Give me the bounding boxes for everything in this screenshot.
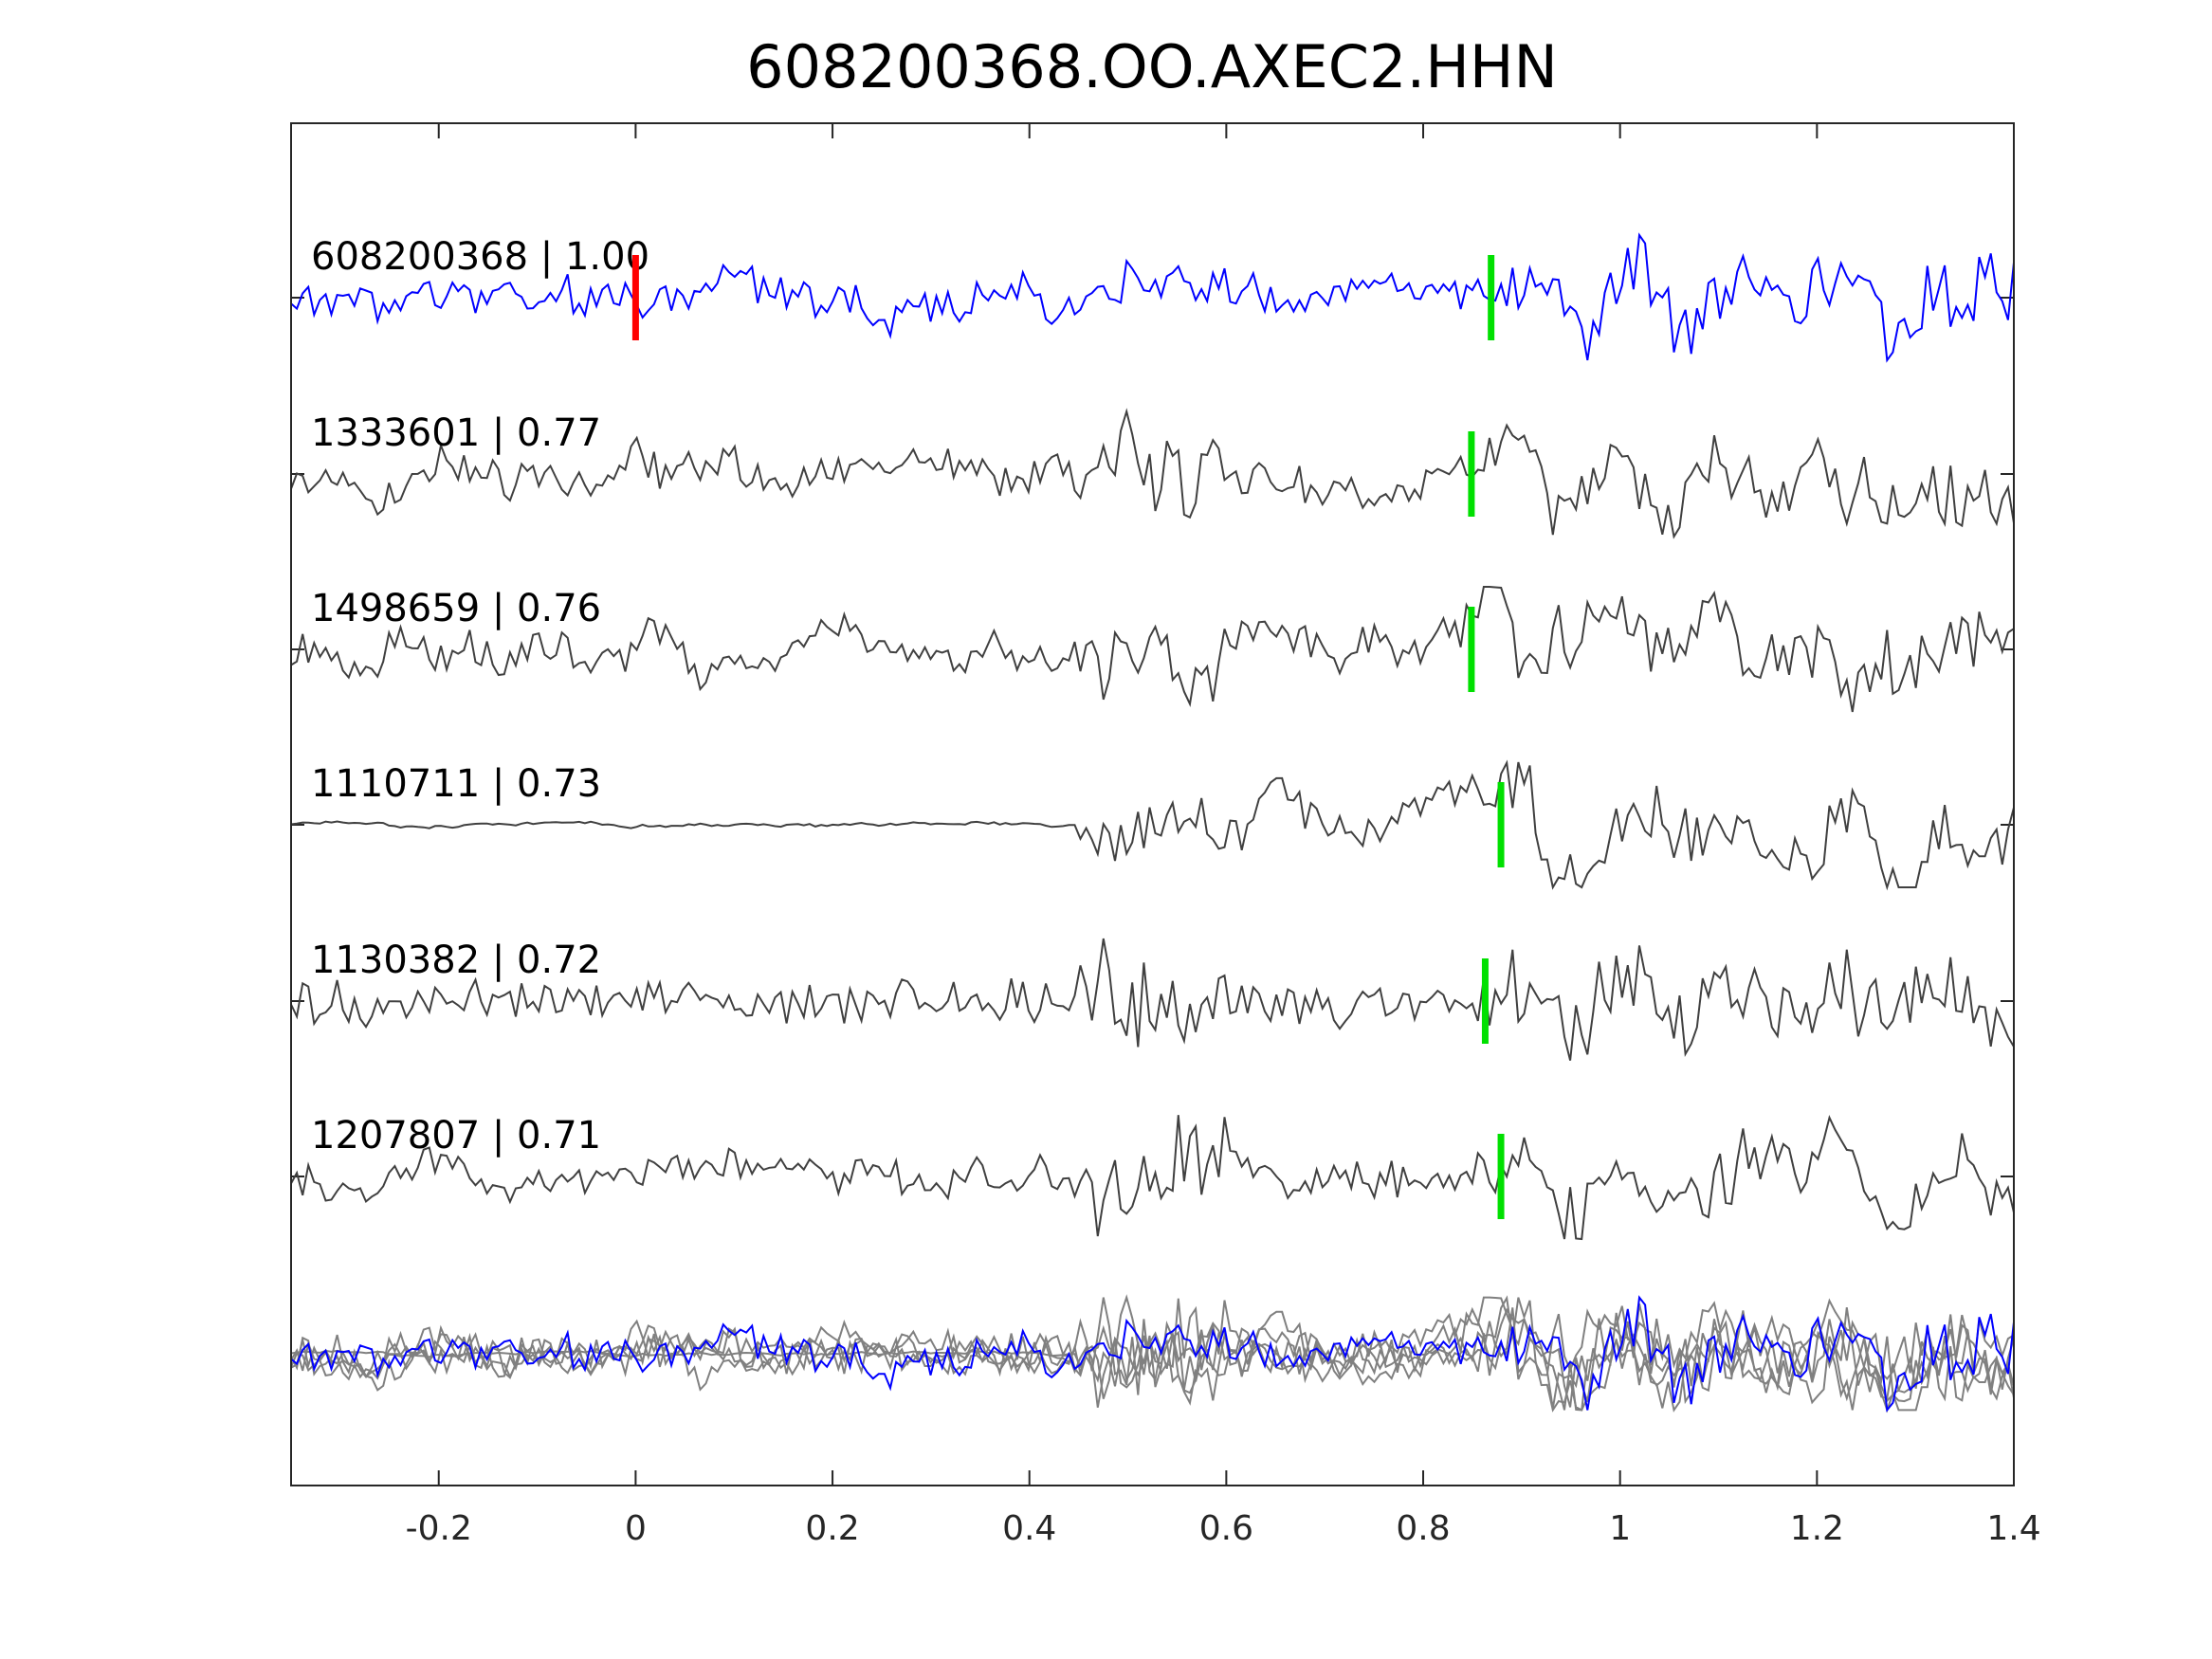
- overlay-stack: [290, 1294, 2015, 1413]
- x-tick-label: 0: [625, 1509, 647, 1548]
- trace-label: 1110711 | 0.73: [311, 762, 601, 806]
- stack-waveform: [290, 1297, 2015, 1408]
- waveform-line: [290, 232, 2015, 363]
- stack-reference-waveform: [290, 1295, 2015, 1413]
- stack-waveform: [290, 1298, 2015, 1412]
- trace-label: 608200368 | 1.00: [311, 235, 649, 279]
- trace-1333601: 1333601 | 0.77: [290, 408, 2015, 539]
- x-tick-label: -0.2: [406, 1509, 472, 1548]
- x-tick-label: 0.8: [1396, 1509, 1450, 1548]
- x-tick-label: 1: [1609, 1509, 1631, 1548]
- trace-label: 1498659 | 0.76: [311, 587, 601, 630]
- trace-1130382: 1130382 | 0.72: [290, 938, 2015, 1061]
- trace-1110711: 1110711 | 0.73: [290, 759, 2015, 891]
- x-tick-label: 1.2: [1790, 1509, 1844, 1548]
- trace-label: 1130382 | 0.72: [311, 939, 601, 982]
- waveform-line: [290, 408, 2015, 539]
- chart-title: 608200368.OO.AXEC2.HHN: [746, 32, 1558, 101]
- trace-label: 1333601 | 0.77: [311, 411, 601, 455]
- waveform-line: [290, 938, 2015, 1061]
- waveform-line: [290, 1114, 2015, 1241]
- x-tick-label: 0.4: [1002, 1509, 1056, 1548]
- trace-1498659: 1498659 | 0.76: [290, 586, 2015, 713]
- waveform-line: [290, 586, 2015, 713]
- x-tick-label: 0.2: [805, 1509, 859, 1548]
- trace-1207807: 1207807 | 0.71: [290, 1114, 2015, 1241]
- waveform-line: [290, 759, 2015, 891]
- trace-608200368: 608200368 | 1.00: [290, 232, 2015, 363]
- x-tick-label: 1.4: [1986, 1509, 2040, 1548]
- stack-waveform: [290, 1296, 2015, 1411]
- stack-waveform: [290, 1295, 2015, 1413]
- trace-label: 1207807 | 0.71: [311, 1114, 601, 1158]
- x-tick-label: 0.6: [1199, 1509, 1253, 1548]
- axes-frame: [290, 122, 2015, 1486]
